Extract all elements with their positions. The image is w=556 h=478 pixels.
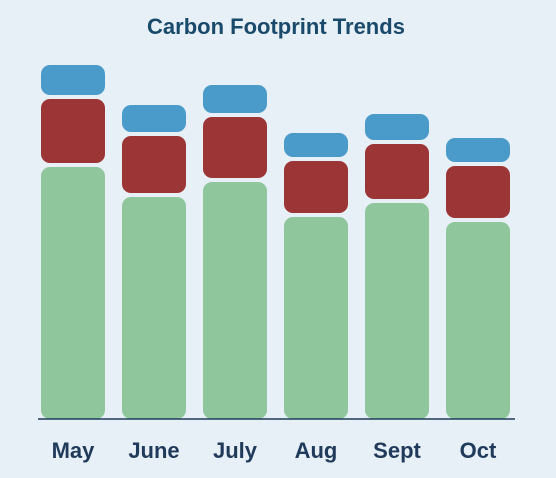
bar-segment [284, 161, 348, 213]
x-tick-label: June [128, 438, 179, 463]
bar-segment [446, 138, 510, 162]
chart-title: Carbon Footprint Trends [147, 14, 405, 39]
x-tick-label: July [213, 438, 258, 463]
bar-segment [284, 133, 348, 157]
x-tick-label: Oct [460, 438, 497, 463]
bar-segment [122, 105, 186, 132]
bar-segment [365, 203, 429, 419]
bar-segment [365, 114, 429, 140]
bar-segment [41, 167, 105, 419]
bar-segment [203, 117, 267, 178]
bar-segment [122, 197, 186, 419]
bar-segment [446, 222, 510, 419]
bar-segment [41, 99, 105, 163]
bar-segment [365, 144, 429, 199]
bar-segment [122, 136, 186, 193]
x-tick-label: Sept [373, 438, 421, 463]
bar-segment [203, 85, 267, 113]
bar-segment [446, 166, 510, 218]
bar-segment [203, 182, 267, 419]
bar-segment [284, 217, 348, 419]
x-tick-label: May [52, 438, 96, 463]
x-tick-label: Aug [295, 438, 338, 463]
bar-segment [41, 65, 105, 95]
